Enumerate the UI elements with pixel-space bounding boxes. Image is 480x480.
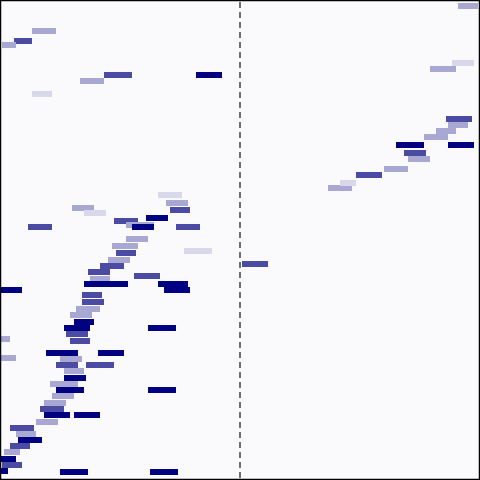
note-segment <box>448 142 474 148</box>
note-segment <box>80 78 104 84</box>
note-segment <box>2 462 22 468</box>
note-segment <box>88 269 110 275</box>
note-segment <box>70 338 90 344</box>
note-segment <box>104 72 132 78</box>
note-segment <box>32 91 52 97</box>
note-segment <box>84 281 128 287</box>
note-segment <box>44 412 70 418</box>
note-segment <box>44 400 66 406</box>
note-segment <box>0 336 10 342</box>
note-segment <box>150 469 178 475</box>
note-segment <box>76 306 100 312</box>
note-segment <box>176 224 200 230</box>
note-segment <box>242 261 268 267</box>
note-segment <box>74 319 94 325</box>
note-segment <box>56 387 84 393</box>
note-segment <box>82 299 104 305</box>
note-segment <box>14 38 32 44</box>
note-segment <box>196 72 222 78</box>
note-segment <box>340 180 356 186</box>
note-segment <box>116 250 136 256</box>
note-segment <box>18 437 42 443</box>
note-segment <box>2 42 16 48</box>
note-segments <box>0 3 478 475</box>
note-segment <box>60 469 88 475</box>
note-segment <box>436 128 456 134</box>
note-segment <box>0 456 16 462</box>
note-segment <box>98 350 124 356</box>
note-segment <box>4 449 20 455</box>
note-segment <box>100 263 124 269</box>
note-segment <box>60 356 82 362</box>
note-segment <box>16 431 36 437</box>
note-segment <box>66 331 88 337</box>
note-segment <box>82 292 102 298</box>
note-segment <box>86 362 114 368</box>
note-segment <box>132 224 154 230</box>
note-segment <box>40 406 64 412</box>
note-segment <box>446 116 472 122</box>
note-segment <box>328 185 352 191</box>
note-segment <box>52 393 74 399</box>
note-segment <box>146 215 168 221</box>
note-segment <box>90 276 110 282</box>
note-segment <box>424 134 448 140</box>
note-segment <box>28 224 52 230</box>
note-segment <box>56 362 78 368</box>
note-segment <box>0 355 16 361</box>
note-segment <box>114 218 138 224</box>
note-segment <box>72 205 94 211</box>
note-segment <box>166 200 188 206</box>
note-segment <box>164 287 190 293</box>
note-segment <box>46 350 78 356</box>
note-segment <box>126 236 148 242</box>
note-segment <box>84 210 106 216</box>
note-segment <box>396 142 424 148</box>
note-segment <box>184 248 212 254</box>
note-segment <box>32 28 56 34</box>
note-segment <box>108 257 130 263</box>
note-segment <box>0 468 8 474</box>
note-segment <box>430 66 456 72</box>
note-segment <box>64 368 84 374</box>
note-segment <box>64 375 86 381</box>
note-segment <box>170 207 190 213</box>
note-segment <box>10 443 30 449</box>
note-segment <box>384 166 408 172</box>
note-segment <box>158 192 182 198</box>
note-segment <box>148 325 176 331</box>
note-segment <box>452 60 474 66</box>
note-segment <box>448 122 468 128</box>
note-segment <box>112 243 138 249</box>
note-segment <box>148 387 176 393</box>
note-segment <box>10 425 34 431</box>
note-segment <box>356 172 382 178</box>
note-segment <box>64 325 90 331</box>
note-segment <box>74 412 100 418</box>
note-segment <box>36 419 58 425</box>
note-segment <box>0 287 22 293</box>
note-segment <box>408 156 430 162</box>
note-segment <box>134 273 160 279</box>
note-segment <box>50 381 78 387</box>
note-segment <box>158 281 188 287</box>
note-segment <box>404 150 426 156</box>
note-segment <box>70 312 92 318</box>
note-segment <box>458 3 478 9</box>
